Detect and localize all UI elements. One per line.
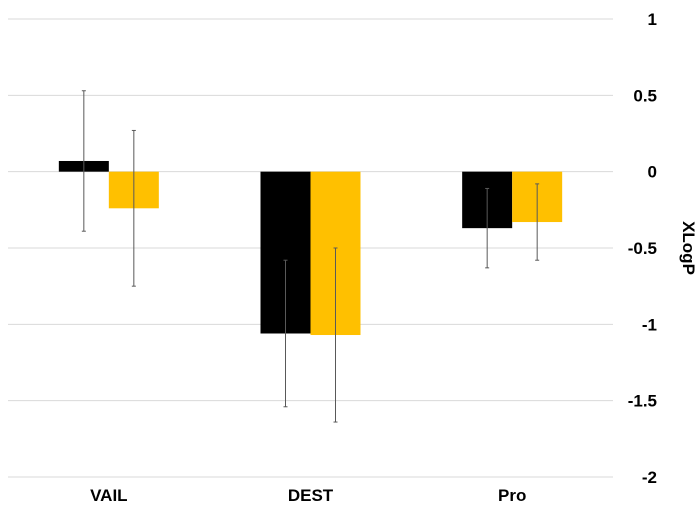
x-tick-label-pro: Pro — [498, 486, 526, 505]
y-tick-label: -1 — [642, 315, 657, 334]
y-tick-label: 0.5 — [633, 86, 657, 105]
x-tick-label-dest: DEST — [288, 486, 334, 505]
y-tick-label: -2 — [642, 468, 657, 487]
y-axis-label: XLogP — [679, 221, 698, 275]
y-tick-label: 0 — [648, 163, 657, 182]
y-tick-label: -1.5 — [628, 392, 657, 411]
y-tick-label: -0.5 — [628, 239, 657, 258]
y-tick-label: 1 — [648, 10, 657, 29]
x-tick-label-vail: VAIL — [90, 486, 127, 505]
